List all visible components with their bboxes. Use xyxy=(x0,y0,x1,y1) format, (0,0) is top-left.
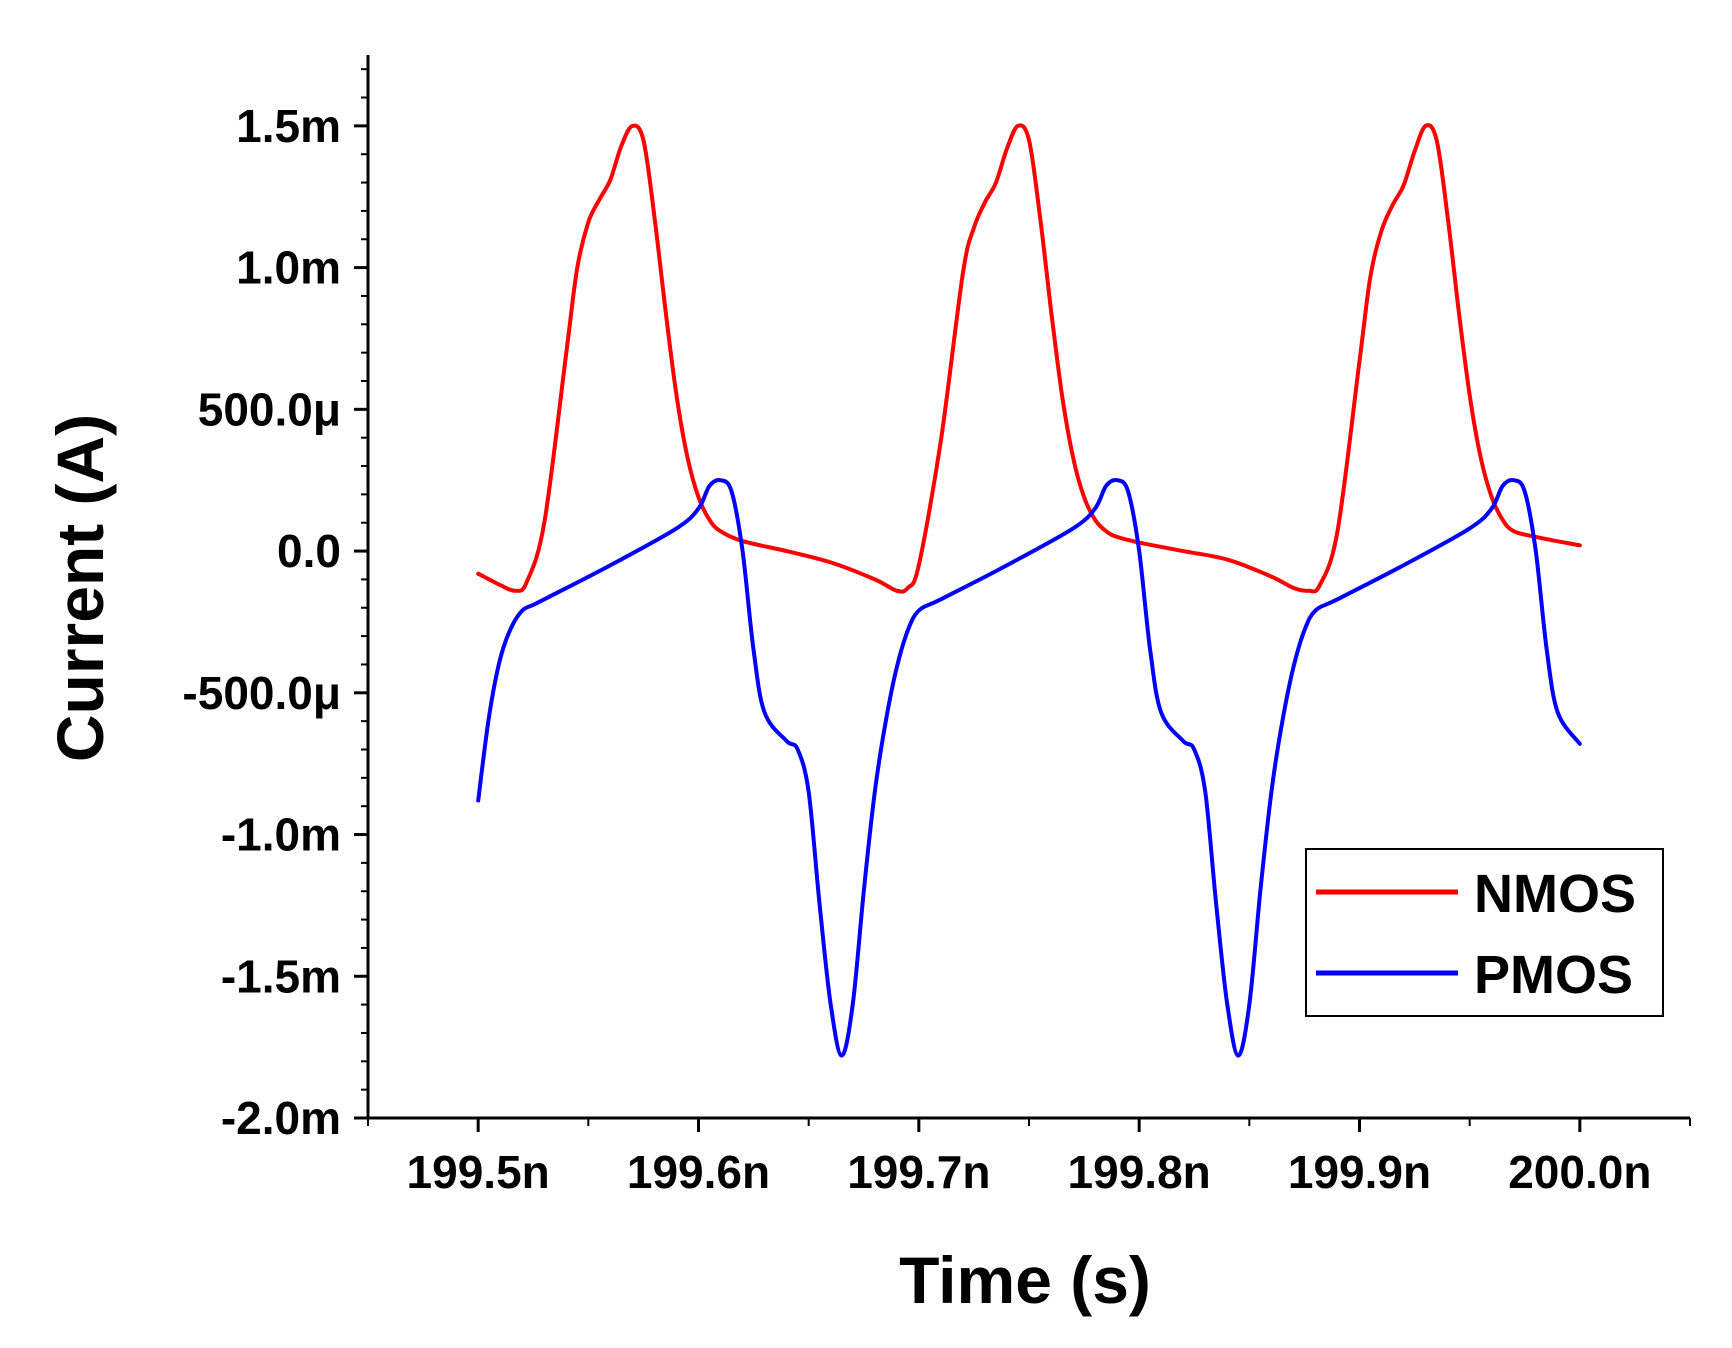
y-tick-label: 0.0 xyxy=(277,525,341,577)
series-group xyxy=(476,123,1582,1058)
legend: NMOS PMOS xyxy=(1305,848,1664,1017)
y-tick-label: -1.0m xyxy=(221,809,341,861)
y-tick-label: 500.0μ xyxy=(198,383,341,435)
x-ticks: 199.5n 199.6n 199.7n 199.8n 199.9n 200.0n xyxy=(367,1118,1691,1198)
y-tick-label: 1.5m xyxy=(236,100,341,152)
x-tick-label: 199.5n xyxy=(407,1146,550,1198)
legend-label-nmos: NMOS xyxy=(1474,864,1636,924)
x-tick-label: 199.8n xyxy=(1068,1146,1211,1198)
y-axis-title: Current (A) xyxy=(43,414,117,762)
plot-area: 1.5m1.0m500.0μ0.0-500.0μ-1.0m-1.5m-2.0m … xyxy=(182,55,1691,1198)
x-tick-label: 199.7n xyxy=(847,1146,990,1198)
x-tick-label: 199.9n xyxy=(1288,1146,1431,1198)
y-tick-label: -2.0m xyxy=(221,1092,341,1144)
series-line-pmos xyxy=(476,477,1582,1058)
y-tick-label: -1.5m xyxy=(221,950,341,1002)
x-axis-title: Time (s) xyxy=(899,1243,1151,1317)
legend-box xyxy=(1305,848,1664,1017)
y-ticks: 1.5m 1.0m 500.0μ 0.0 -500.0μ -1.0m -1.5m -2.0m xyxy=(182,68,368,1144)
y-tick-label: -500.0μ xyxy=(182,667,341,719)
x-tick-label: 200.0n xyxy=(1508,1146,1651,1198)
x-tick-label: 199.6n xyxy=(627,1146,770,1198)
series-line-nmos xyxy=(476,123,1582,594)
y-tick-label: 1.0m xyxy=(236,242,341,294)
legend-label-pmos: PMOS xyxy=(1474,945,1633,1005)
